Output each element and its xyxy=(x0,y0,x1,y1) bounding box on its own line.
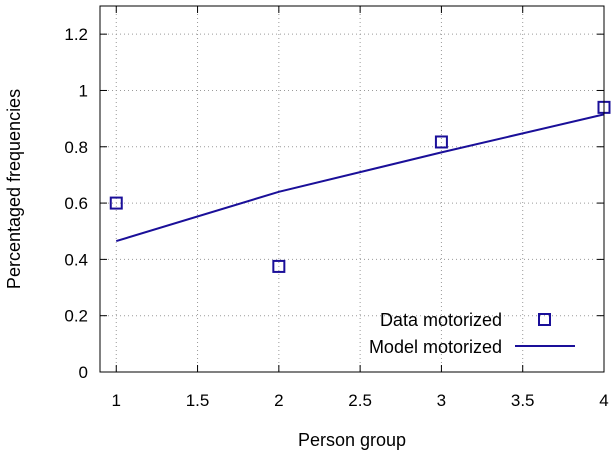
x-tick-label: 2 xyxy=(274,391,283,410)
grid-lines xyxy=(100,6,605,373)
tick-marks xyxy=(100,6,605,373)
legend: Data motorized Model motorized xyxy=(369,310,575,357)
x-tick-label: 1.5 xyxy=(186,391,210,410)
y-tick-labels: 0 0.2 0.4 0.6 0.8 1 1.2 xyxy=(64,25,88,382)
y-tick-label: 0.2 xyxy=(64,307,88,326)
y-tick-label: 0.4 xyxy=(64,250,88,269)
x-axis-label: Person group xyxy=(298,430,406,450)
legend-label-data-motorized: Data motorized xyxy=(380,310,502,330)
model-motorized-line xyxy=(115,113,605,243)
x-tick-label: 3 xyxy=(437,391,446,410)
legend-key-data-motorized xyxy=(538,313,551,326)
y-tick-label: 1 xyxy=(79,81,88,100)
y-tick-label: 0 xyxy=(79,363,88,382)
plot-frame xyxy=(99,5,605,373)
data-motorized-point xyxy=(434,135,448,149)
y-axis-label: Percentaged frequencies xyxy=(4,89,24,289)
x-tick-label: 2.5 xyxy=(348,391,372,410)
y-tick-label: 0.6 xyxy=(64,194,88,213)
x-tick-label: 1 xyxy=(112,391,121,410)
data-motorized-point xyxy=(272,259,286,273)
y-tick-label: 0.8 xyxy=(64,138,88,157)
data-motorized-point xyxy=(109,196,123,210)
y-tick-label: 1.2 xyxy=(64,25,88,44)
legend-label-model-motorized: Model motorized xyxy=(369,337,502,357)
x-tick-label: 3.5 xyxy=(511,391,535,410)
x-tick-label: 4 xyxy=(599,391,608,410)
x-tick-labels: 1 1.5 2 2.5 3 3.5 4 xyxy=(112,391,609,410)
